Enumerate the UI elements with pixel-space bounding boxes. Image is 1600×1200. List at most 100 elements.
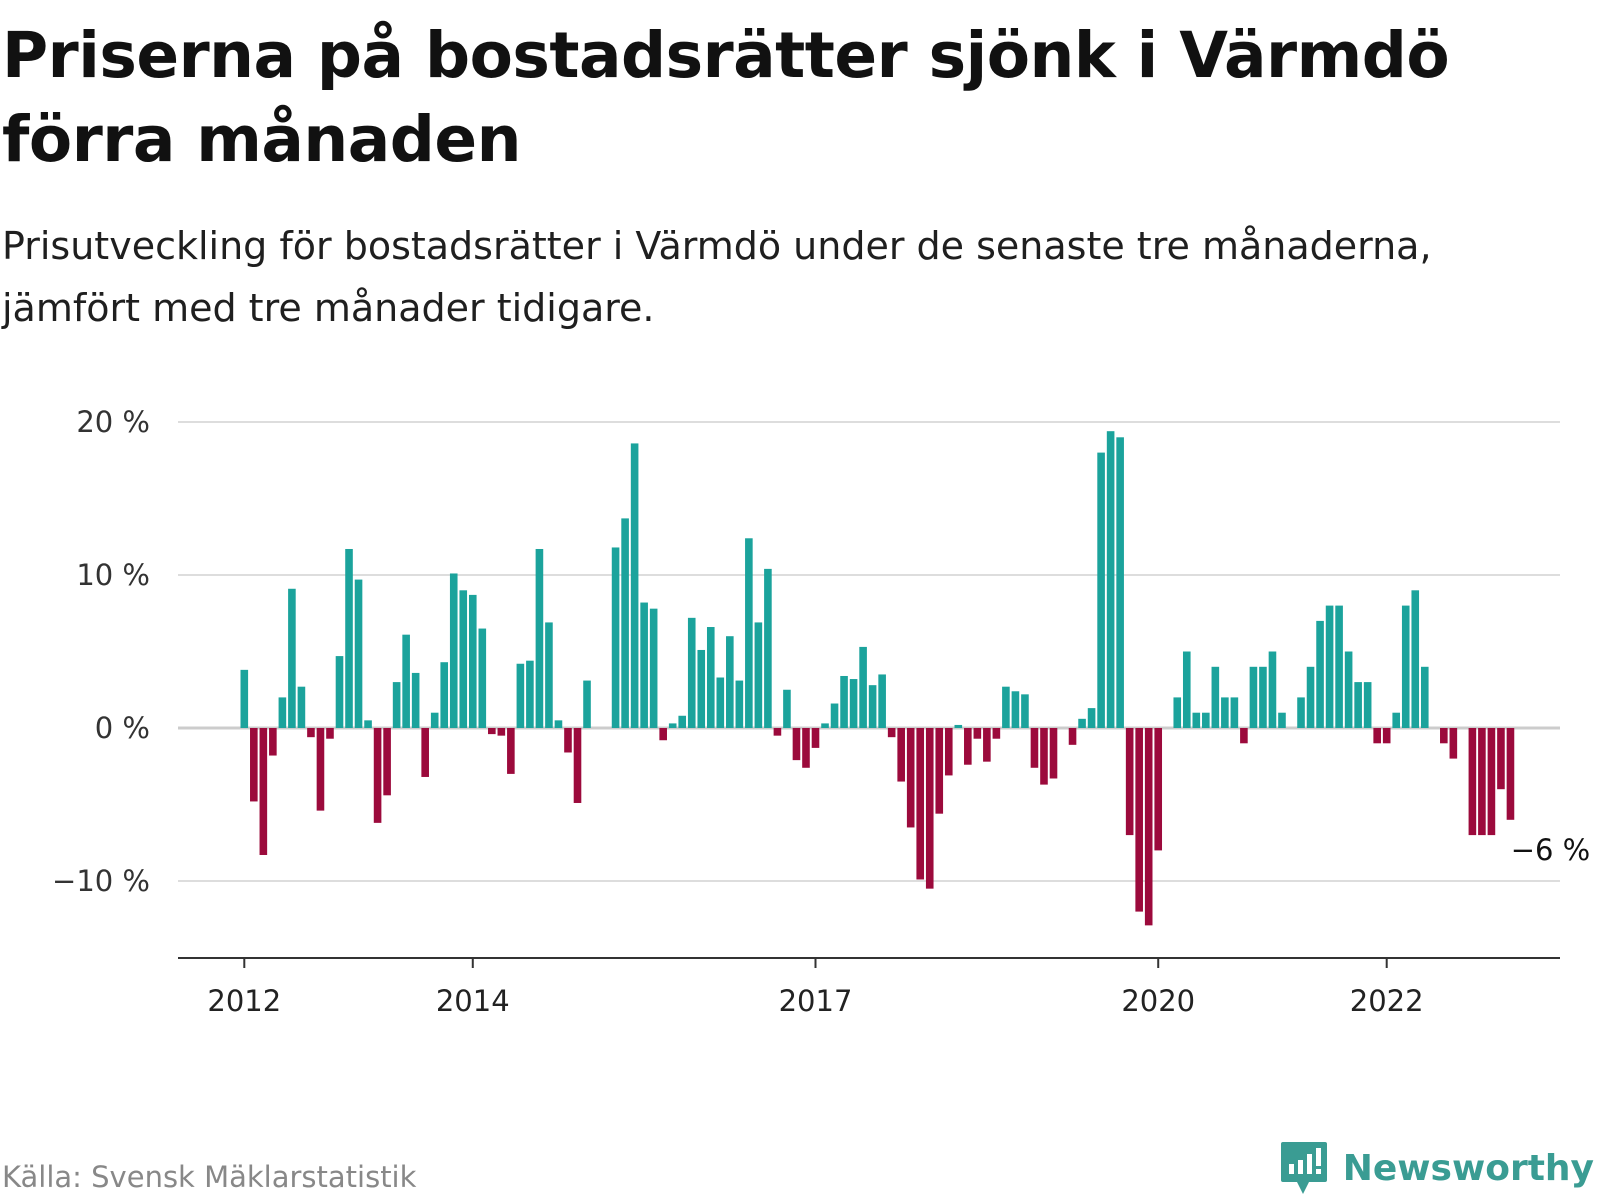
- x-tick-label: 2017: [779, 984, 853, 1018]
- bar: [687, 617, 696, 728]
- bar: [1154, 728, 1163, 851]
- bar: [944, 728, 953, 776]
- bar: [887, 728, 896, 738]
- y-tick-label: 0 %: [95, 711, 150, 745]
- bar: [1135, 728, 1143, 912]
- y-tick-label: −10 %: [52, 864, 150, 898]
- bar: [421, 728, 429, 777]
- bar: [478, 628, 487, 728]
- bar: [621, 518, 629, 728]
- x-tick-label: 2022: [1350, 984, 1424, 1018]
- bar: [716, 677, 725, 728]
- bar: [1125, 728, 1134, 836]
- bar: [516, 663, 525, 728]
- bar: [678, 715, 687, 728]
- bar: [783, 689, 791, 728]
- bar: [1382, 728, 1391, 744]
- bar: [1240, 728, 1248, 744]
- bar: [440, 662, 449, 728]
- bar: [1249, 666, 1258, 728]
- bar: [1049, 728, 1058, 779]
- labels: −6 %: [1511, 833, 1591, 867]
- bar: [564, 728, 572, 753]
- bar: [792, 728, 801, 761]
- bar: [392, 682, 401, 728]
- y-tick-label: 10 %: [76, 558, 150, 592]
- source-note: Källa: Svensk Mäklarstatistik: [2, 1160, 417, 1194]
- bar: [859, 646, 867, 728]
- bar: [583, 680, 591, 728]
- bar: [278, 697, 287, 728]
- bar: [288, 588, 296, 728]
- bar: [773, 728, 782, 736]
- bar: [1116, 437, 1124, 728]
- bar: [811, 728, 820, 748]
- bar: [297, 686, 306, 728]
- y-tick-label: 20 %: [76, 405, 150, 439]
- bar: [1192, 712, 1201, 728]
- bar: [545, 622, 553, 728]
- bar: [1021, 694, 1029, 728]
- bar: [992, 728, 1001, 739]
- bar: [326, 728, 334, 739]
- bar: [897, 728, 905, 782]
- bar: [573, 728, 582, 803]
- chart-subtitle: Prisutveckling för bostadsrätter i Värmd…: [2, 224, 1432, 330]
- bar: [497, 728, 506, 736]
- bar: [449, 573, 458, 728]
- bar: [402, 634, 410, 728]
- bar: [706, 627, 715, 728]
- bar: [1106, 431, 1115, 728]
- bar: [335, 656, 344, 728]
- bar: [745, 538, 753, 728]
- bar: [1268, 651, 1277, 728]
- bar: [526, 660, 534, 728]
- bar: [1335, 605, 1343, 728]
- bar: [1144, 728, 1153, 926]
- x-tick-label: 2014: [436, 984, 510, 1018]
- bar: [1078, 718, 1086, 728]
- bar: [345, 548, 353, 728]
- bar: [726, 636, 734, 728]
- bar: [830, 703, 839, 728]
- bar: [1392, 712, 1401, 728]
- bar: [1487, 728, 1496, 836]
- bar: [840, 675, 848, 728]
- bar: [954, 724, 963, 728]
- bar: [1316, 620, 1324, 728]
- bar: [250, 728, 258, 802]
- bar: [878, 674, 886, 728]
- bar: [1097, 452, 1105, 728]
- bar: [906, 728, 915, 828]
- bar: [1278, 712, 1286, 728]
- bar: [507, 728, 515, 774]
- bar: [964, 728, 972, 765]
- brand[interactable]: Newsworthy: [1279, 1140, 1594, 1196]
- bar: [1325, 605, 1334, 728]
- bar: [1373, 728, 1381, 744]
- bar: [1344, 651, 1353, 728]
- x-tick-label: 2020: [1121, 984, 1195, 1018]
- bar: [468, 594, 477, 728]
- bar: [1497, 728, 1505, 790]
- bar: [1221, 697, 1229, 728]
- bar: [316, 728, 325, 811]
- bar: [1420, 666, 1429, 728]
- bar: [373, 728, 382, 823]
- bar: [459, 590, 468, 728]
- newsworthy-logo-icon: [1280, 1142, 1327, 1194]
- bar: [659, 728, 667, 741]
- last-value-label: −6 %: [1511, 833, 1591, 867]
- bar: [973, 728, 982, 739]
- bar: [916, 728, 925, 880]
- bar: [611, 547, 620, 728]
- bar: [668, 723, 677, 728]
- bar: [259, 728, 268, 855]
- bar: [697, 649, 706, 728]
- bar: [935, 728, 944, 814]
- bar: [1259, 666, 1267, 728]
- bar: [354, 579, 363, 728]
- bar: [1040, 728, 1048, 785]
- bar: [364, 720, 372, 728]
- bar: [535, 548, 544, 728]
